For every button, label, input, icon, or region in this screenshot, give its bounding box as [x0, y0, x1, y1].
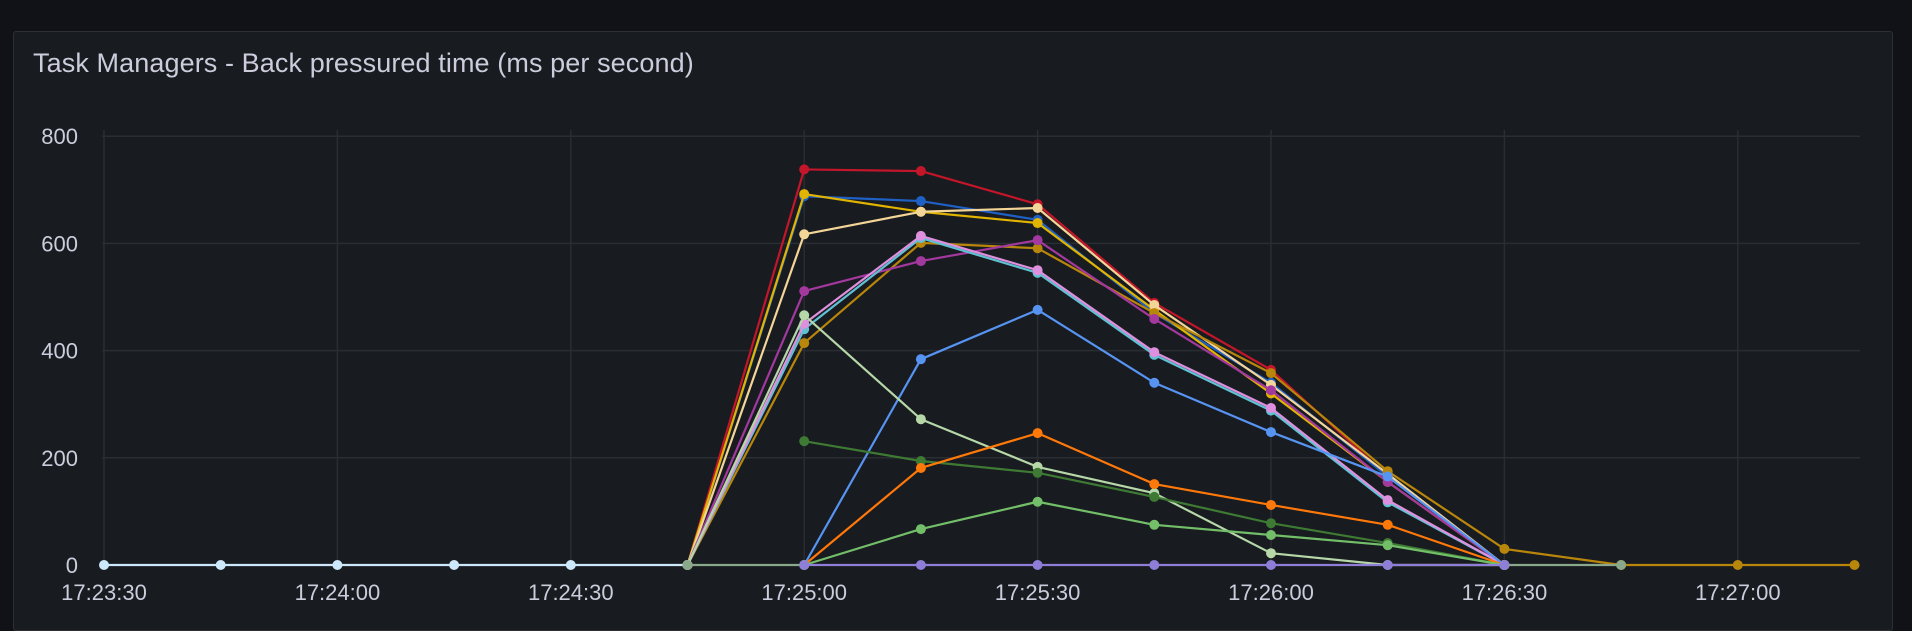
data-point[interactable] [1149, 479, 1160, 490]
data-point[interactable] [1032, 428, 1043, 439]
data-point[interactable] [1266, 385, 1276, 396]
series-line [686, 314, 1505, 567]
x-tick-label: 17:27:00 [1695, 580, 1781, 602]
data-point[interactable] [565, 560, 576, 570]
data-point[interactable] [1149, 560, 1160, 570]
x-tick-label: 17:24:00 [295, 580, 381, 602]
series-line [686, 236, 1505, 566]
data-point[interactable] [1149, 313, 1160, 324]
data-point[interactable] [1149, 491, 1160, 502]
data-point[interactable] [1032, 467, 1043, 478]
data-point[interactable] [1032, 218, 1043, 229]
y-tick-label: 0 [66, 553, 78, 578]
data-point[interactable] [1032, 496, 1043, 507]
data-point[interactable] [915, 256, 926, 267]
panel-title[interactable]: Task Managers - Back pressured time (ms … [33, 48, 694, 78]
y-tick-label: 600 [41, 231, 78, 256]
data-point[interactable] [915, 456, 926, 467]
data-point[interactable] [1032, 560, 1043, 570]
data-point[interactable] [1032, 265, 1043, 276]
series-dark-green[interactable] [799, 436, 1510, 570]
data-point[interactable] [1266, 518, 1276, 529]
series-line [686, 206, 1506, 566]
series-line [803, 500, 1505, 567]
data-point[interactable] [915, 462, 926, 473]
data-point[interactable] [1382, 471, 1393, 482]
data-point[interactable] [1382, 495, 1393, 506]
data-point[interactable] [799, 338, 810, 349]
series-orange[interactable] [799, 428, 1510, 570]
data-point[interactable] [915, 354, 926, 365]
data-point[interactable] [915, 206, 926, 217]
series-line [686, 168, 1506, 566]
data-point[interactable] [332, 560, 343, 570]
x-tick-label: 17:25:30 [995, 580, 1081, 602]
data-point[interactable] [1266, 560, 1276, 570]
y-tick-label: 800 [41, 124, 78, 149]
chart-grid [102, 130, 1860, 569]
series-light-yellow[interactable] [682, 203, 1510, 570]
data-point[interactable] [1849, 560, 1860, 570]
y-axis: 0 200 400 600 800 [41, 124, 78, 578]
data-point[interactable] [915, 230, 926, 241]
x-tick-label: 17:23:30 [61, 580, 147, 602]
data-point[interactable] [1032, 235, 1043, 246]
data-point[interactable] [1032, 304, 1043, 315]
chart-panel: Task Managers - Back pressured time (ms … [13, 31, 1893, 631]
data-point[interactable] [915, 524, 926, 535]
data-point[interactable] [1266, 529, 1276, 540]
data-point[interactable] [682, 560, 693, 570]
data-point[interactable] [799, 286, 810, 297]
series-line [686, 234, 1505, 566]
data-point[interactable] [915, 166, 926, 177]
data-point[interactable] [1382, 540, 1393, 551]
data-point[interactable] [215, 560, 226, 570]
series-red[interactable] [682, 164, 1510, 570]
series-magenta[interactable] [682, 235, 1510, 570]
x-tick-label: 17:26:00 [1228, 580, 1314, 602]
data-point[interactable] [915, 414, 926, 425]
series-line [686, 195, 1506, 566]
data-point[interactable] [1266, 368, 1276, 379]
series-cyan[interactable] [682, 233, 1510, 570]
data-point[interactable] [1616, 560, 1627, 570]
series-line [686, 192, 1506, 566]
data-point[interactable] [1382, 519, 1393, 530]
series-line [686, 239, 1506, 566]
data-point[interactable] [449, 560, 460, 570]
data-point[interactable] [1499, 543, 1510, 554]
data-point[interactable] [1149, 347, 1160, 358]
data-point[interactable] [1266, 427, 1276, 438]
data-point[interactable] [99, 560, 109, 570]
series-purple[interactable] [799, 560, 1510, 570]
data-point[interactable] [1149, 300, 1160, 311]
data-point[interactable] [1266, 499, 1276, 510]
data-point[interactable] [799, 229, 810, 240]
y-tick-label: 400 [41, 339, 78, 364]
x-tick-label: 17:26:30 [1462, 580, 1548, 602]
chart-series [99, 164, 1860, 570]
x-tick-label: 17:24:30 [528, 580, 614, 602]
data-point[interactable] [915, 560, 926, 570]
data-point[interactable] [1032, 203, 1043, 214]
data-point[interactable] [799, 189, 810, 200]
series-white[interactable] [99, 560, 693, 570]
data-point[interactable] [1732, 560, 1743, 570]
data-point[interactable] [799, 164, 810, 175]
data-point[interactable] [1149, 519, 1160, 530]
data-point[interactable] [799, 560, 810, 570]
data-point[interactable] [1382, 560, 1393, 570]
data-point[interactable] [799, 436, 810, 447]
data-point[interactable] [1266, 402, 1276, 413]
data-point[interactable] [915, 196, 926, 207]
data-point[interactable] [1032, 243, 1043, 254]
data-point[interactable] [1149, 377, 1160, 388]
data-point[interactable] [1499, 560, 1510, 570]
x-tick-label: 17:25:00 [761, 580, 847, 602]
y-tick-label: 200 [41, 446, 78, 471]
data-point[interactable] [799, 310, 810, 321]
data-point[interactable] [1266, 548, 1276, 559]
x-axis: 17:23:30 17:24:00 17:24:30 17:25:00 17:25:30… [61, 580, 1780, 602]
